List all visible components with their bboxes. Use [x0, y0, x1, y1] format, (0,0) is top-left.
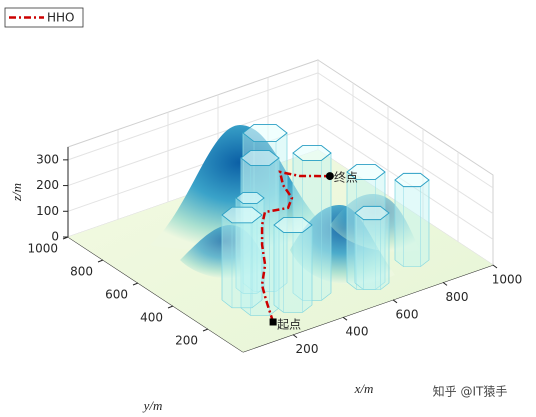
grid-line — [67, 98, 319, 187]
annotation: 起点 — [277, 317, 301, 331]
x-tick — [342, 316, 348, 321]
annotation: 终点 — [334, 170, 358, 185]
x-tick — [442, 281, 448, 286]
obstacle-top — [221, 206, 263, 224]
x-tick-label: 400 — [346, 325, 369, 339]
obstacle-body — [394, 179, 430, 267]
x-tick-label: 800 — [446, 290, 469, 304]
x-axis-label: x/m — [354, 381, 374, 396]
z-tick-label: 200 — [36, 178, 59, 192]
y-tick — [132, 282, 139, 286]
terrain-peak — [330, 194, 420, 252]
plot-area: 起点 终点 — [260, 170, 358, 331]
z-tick-label: 100 — [36, 204, 59, 218]
terrain-peak — [180, 225, 270, 279]
obstacle-top — [394, 172, 430, 188]
start-marker — [269, 318, 277, 326]
x-tick-label: 1000 — [492, 273, 523, 287]
grid-line — [317, 98, 494, 214]
obstacle-top — [273, 217, 313, 233]
obstacle-top — [242, 123, 288, 143]
y-tick — [97, 259, 104, 263]
grid-line — [67, 72, 319, 161]
y-tick-label: 200 — [175, 334, 198, 348]
obstacle-top — [235, 192, 265, 204]
x-tick — [392, 299, 398, 304]
y-tick-label: 800 — [70, 265, 93, 279]
legend-label: HHO — [47, 11, 75, 25]
grid-line — [317, 72, 494, 189]
y-axis-label: y/m — [142, 398, 163, 413]
obstacle-top — [292, 145, 332, 161]
end-marker — [325, 172, 334, 181]
x-tick — [492, 264, 498, 269]
y-tick — [202, 328, 209, 332]
obstacle-body — [221, 214, 263, 309]
x-tick-label: 600 — [396, 307, 419, 321]
y-tick-label: 1000 — [27, 242, 58, 256]
z-axis-label: z/m — [9, 183, 24, 202]
obstacle-top — [354, 205, 390, 221]
y-tick-label: 600 — [105, 288, 128, 302]
terrain-peak — [290, 205, 395, 285]
watermark: 知乎 @IT猿手 — [433, 384, 508, 399]
obstacle-top — [346, 164, 386, 180]
obstacles — [221, 123, 430, 316]
legend: HHO — [4, 7, 84, 28]
y-tick — [167, 305, 174, 309]
x-tick-label: 200 — [296, 342, 319, 356]
obstacle-body — [273, 224, 313, 313]
z-tick-label: 0 — [51, 230, 59, 244]
obstacle-body — [354, 212, 390, 290]
z-tick-label: 300 — [36, 152, 59, 166]
x-tick — [292, 334, 298, 339]
obstacle-top — [240, 150, 280, 166]
path-line — [260, 170, 330, 323]
y-tick-label: 400 — [140, 311, 163, 325]
